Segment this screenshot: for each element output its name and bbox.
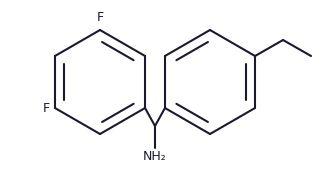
Text: F: F [43, 101, 50, 115]
Text: NH₂: NH₂ [143, 150, 167, 163]
Text: F: F [96, 11, 104, 24]
